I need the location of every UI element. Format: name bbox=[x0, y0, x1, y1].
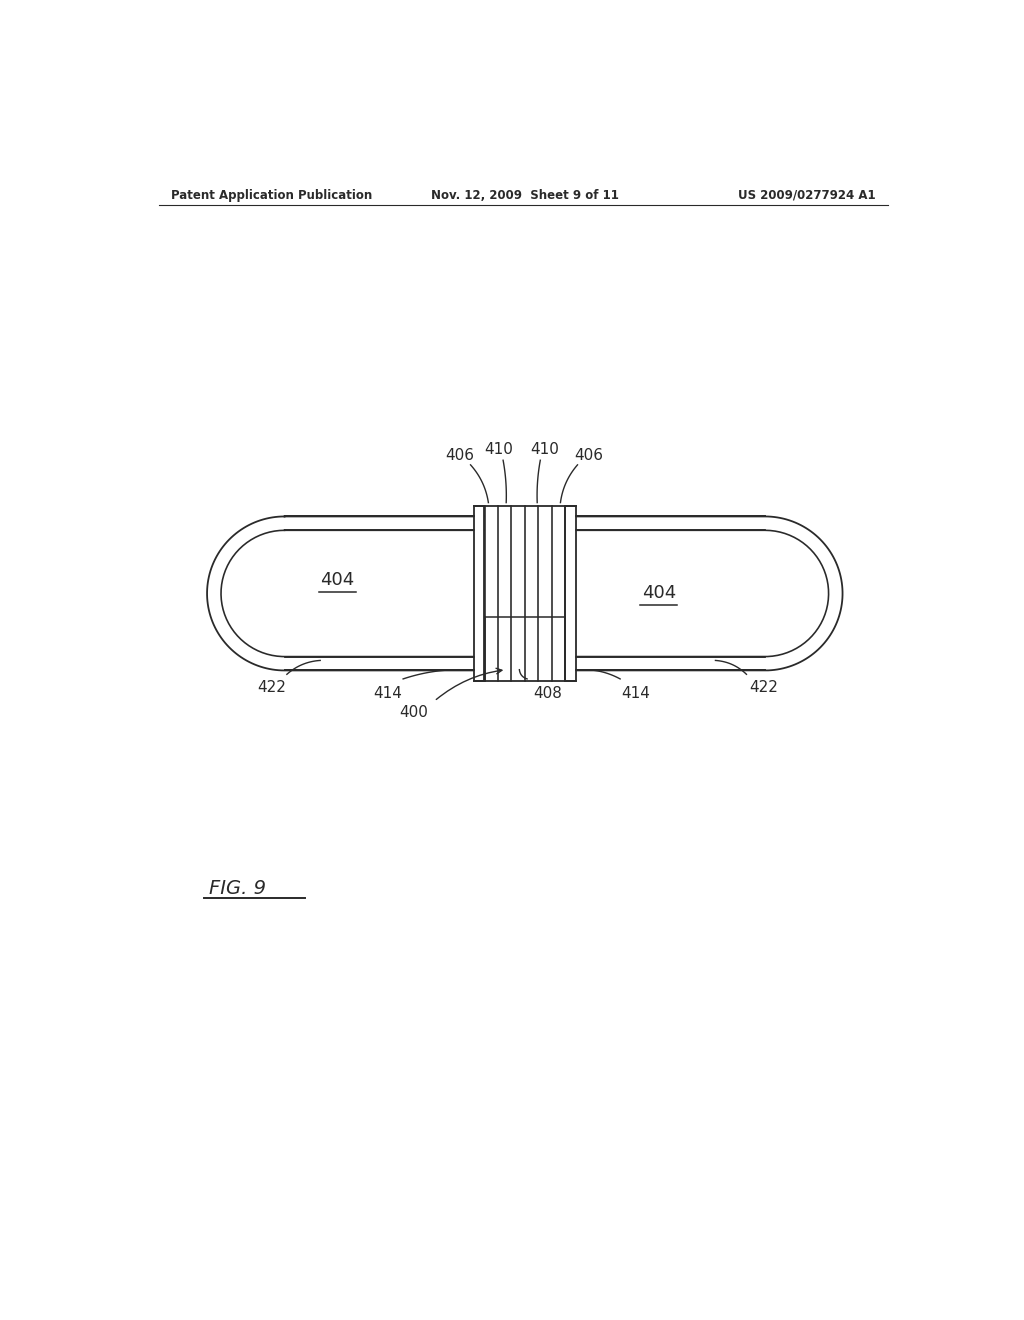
Text: 404: 404 bbox=[642, 585, 676, 602]
Text: 414: 414 bbox=[622, 686, 650, 701]
Text: Patent Application Publication: Patent Application Publication bbox=[171, 189, 372, 202]
Text: 406: 406 bbox=[445, 447, 474, 462]
Text: 410: 410 bbox=[484, 442, 513, 457]
Text: 406: 406 bbox=[574, 447, 603, 462]
Text: 408: 408 bbox=[534, 686, 562, 701]
Text: 410: 410 bbox=[530, 442, 559, 457]
Bar bbox=[474, 506, 484, 681]
Text: 414: 414 bbox=[373, 686, 402, 701]
Text: 404: 404 bbox=[321, 572, 354, 589]
Text: Nov. 12, 2009  Sheet 9 of 11: Nov. 12, 2009 Sheet 9 of 11 bbox=[431, 189, 618, 202]
Text: FIG. 9: FIG. 9 bbox=[209, 879, 266, 898]
Text: 422: 422 bbox=[750, 681, 778, 696]
Text: 400: 400 bbox=[398, 705, 428, 721]
Text: US 2009/0277924 A1: US 2009/0277924 A1 bbox=[738, 189, 876, 202]
Bar bbox=[484, 506, 565, 681]
Text: 422: 422 bbox=[257, 681, 286, 696]
Bar bbox=[565, 506, 575, 681]
